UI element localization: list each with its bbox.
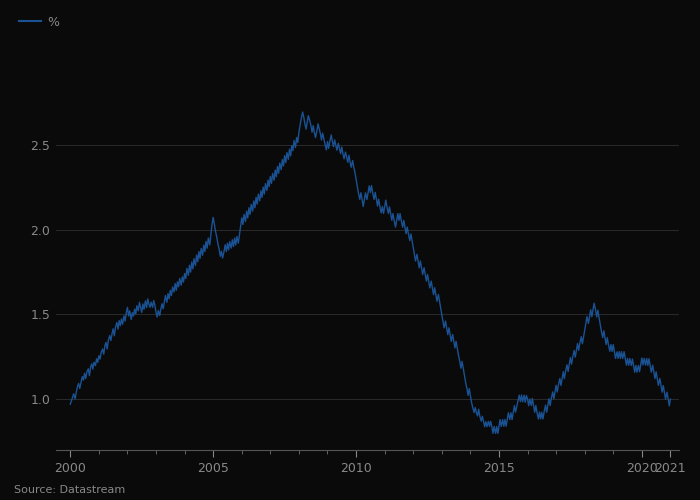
Legend: %: %: [19, 16, 60, 28]
Text: Source: Datastream: Source: Datastream: [14, 485, 125, 495]
